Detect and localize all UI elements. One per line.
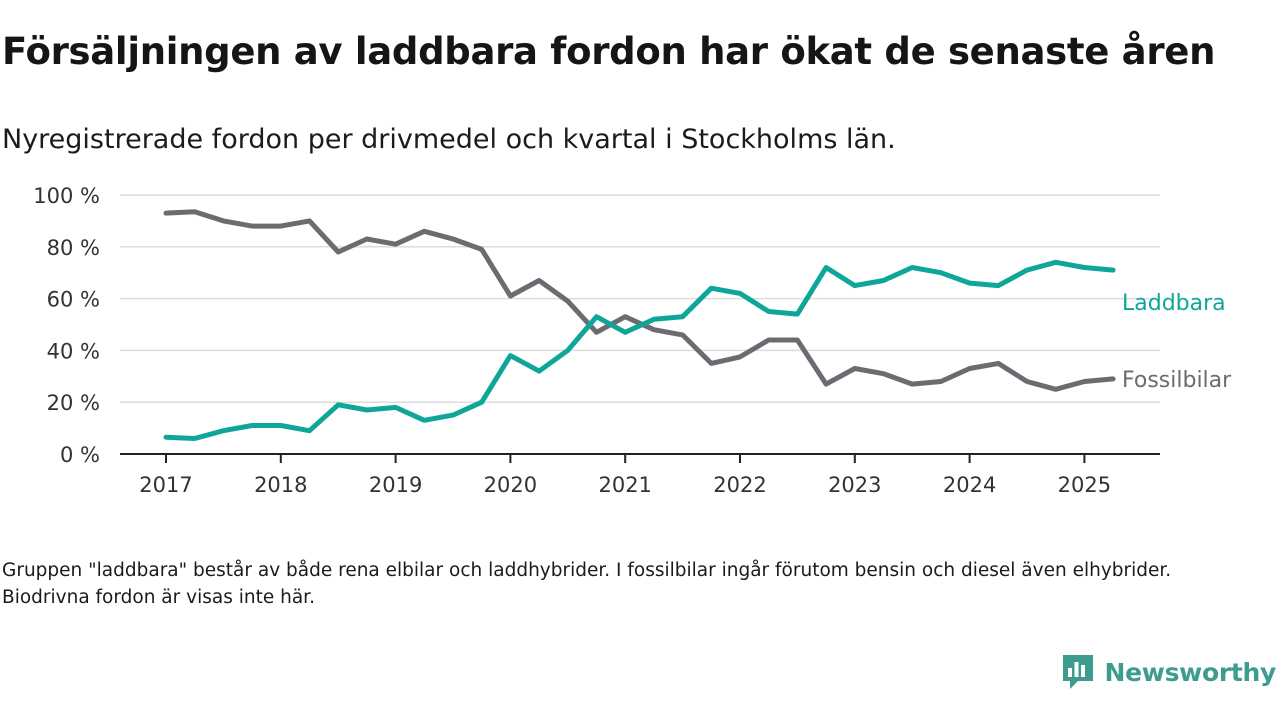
bar-chart-speech-bubble-icon [1062, 655, 1093, 689]
y-tick-label: 80 % [47, 236, 100, 260]
x-tick-label: 2020 [484, 473, 537, 497]
series-label-fossilbilar: Fossilbilar [1122, 368, 1232, 393]
x-tick-label: 2023 [828, 473, 881, 497]
x-tick-label: 2025 [1058, 473, 1111, 497]
x-tick-label: 2019 [369, 473, 422, 497]
y-tick-label: 20 % [47, 391, 100, 415]
y-tick-label: 0 % [60, 443, 100, 467]
x-tick-label: 2018 [254, 473, 307, 497]
x-tick-label: 2024 [943, 473, 996, 497]
footnote: Gruppen "laddbara" består av både rena e… [2, 560, 1172, 608]
chart-title: Försäljningen av laddbara fordon har öka… [2, 30, 1216, 73]
series-label-laddbara: Laddbara [1122, 291, 1226, 316]
series-line-fossilbilar [163, 209, 1116, 392]
brand-name: Newsworthy [1104, 657, 1277, 687]
y-axis-tick-labels: 0 % 20 % 40 % 60 % 80 % 100 % [33, 184, 100, 467]
chart-subtitle: Nyregistrerade fordon per drivmedel och … [2, 124, 896, 155]
y-tick-label: 100 % [33, 184, 100, 208]
series-lines [163, 209, 1116, 441]
y-tick-label: 60 % [47, 288, 100, 312]
x-tick-label: 2022 [713, 473, 766, 497]
y-tick-label: 40 % [47, 339, 100, 363]
x-tick-label: 2021 [598, 473, 651, 497]
line-chart: 0 % 20 % 40 % 60 % 80 % 100 % 2017 2018 2019 202… [33, 184, 1232, 497]
x-tick-label: 2017 [139, 473, 192, 497]
x-axis: 2017 2018 2019 2020 2021 2022 2023 2024 2025 [120, 453, 1160, 497]
grid-lines [120, 194, 1160, 403]
brand-logo: Newsworthy [1061, 650, 1277, 694]
series-labels: Laddbara Fossilbilar [1122, 291, 1232, 393]
series-line-laddbara [163, 259, 1116, 441]
